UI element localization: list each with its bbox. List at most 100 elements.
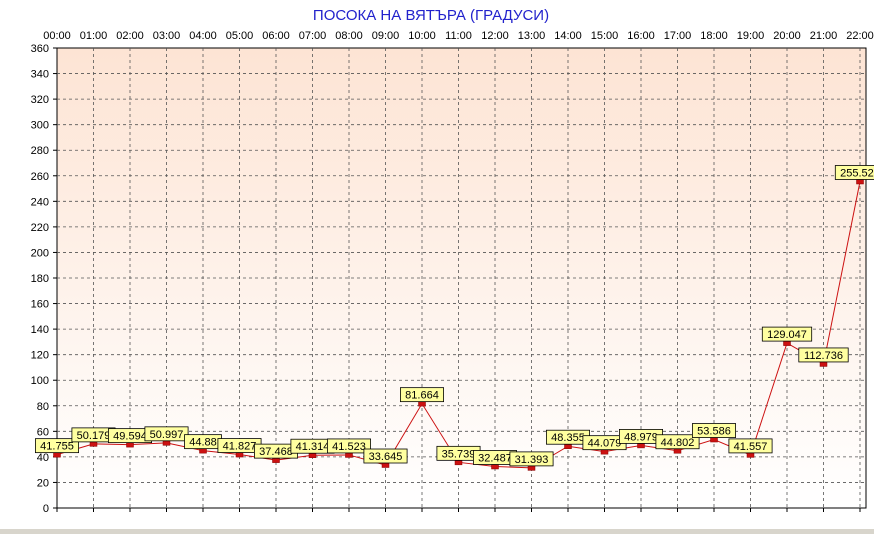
- data-label: 53.586: [692, 423, 737, 438]
- data-label-text: 44.802: [661, 437, 695, 449]
- x-tick-label: 08:00: [335, 30, 363, 42]
- y-tick-label: 0: [43, 503, 49, 515]
- data-label-text: 44.88: [189, 437, 217, 449]
- data-label-text: 37.468: [259, 446, 293, 458]
- data-label-text: 33.645: [369, 451, 403, 463]
- data-label-box: [728, 438, 773, 454]
- y-tick-label: 160: [31, 299, 49, 311]
- y-tick-label: 100: [31, 375, 49, 387]
- data-label-box: [655, 434, 700, 450]
- data-label: 41.523: [326, 438, 371, 454]
- y-tick-label: 80: [37, 401, 49, 413]
- data-label-text: 41.827: [223, 441, 257, 453]
- x-tick-label: 20:00: [773, 30, 801, 42]
- data-label-box: [363, 448, 408, 464]
- data-label-text: 81.664: [405, 390, 439, 402]
- data-label-box: [144, 426, 189, 442]
- data-label-text: 41.314: [296, 441, 330, 453]
- y-tick-label: 360: [31, 43, 49, 55]
- grid-lines: [57, 48, 866, 508]
- data-label-text: 53.586: [697, 426, 731, 438]
- x-tick-label: 22:00: [846, 30, 874, 42]
- data-label-box: [834, 165, 874, 180]
- data-label: 37.468: [253, 443, 298, 459]
- data-label-box: [692, 423, 737, 438]
- x-tick-label: 00:00: [43, 30, 71, 42]
- y-tick-label: 140: [31, 324, 49, 336]
- y-tick-label: 320: [31, 94, 49, 106]
- data-label: 41.314: [290, 438, 335, 454]
- data-label-text: 49.594: [113, 431, 147, 443]
- data-label: 112.736: [798, 347, 849, 363]
- y-tick-label: 20: [37, 477, 49, 489]
- data-label-box: [761, 326, 813, 342]
- data-label: 50.179: [71, 427, 116, 443]
- y-tick-label: 60: [37, 426, 49, 438]
- x-tick-label: 19:00: [737, 30, 765, 42]
- y-tick-label: 180: [31, 273, 49, 285]
- x-tick-label: 16:00: [627, 30, 655, 42]
- x-tick-label: 21:00: [810, 30, 838, 42]
- x-tick-label: 13:00: [518, 30, 546, 42]
- x-tick-label: 12:00: [481, 30, 509, 42]
- data-label: 41.827: [217, 438, 262, 453]
- y-tick-label: 120: [31, 350, 49, 362]
- data-label: 41.755: [35, 438, 80, 454]
- data-label-box: [509, 451, 554, 467]
- data-label-text: 41.557: [734, 441, 768, 453]
- data-label: 48.979: [619, 429, 664, 444]
- y-tick-label: 340: [31, 69, 49, 81]
- data-label: 129.047: [761, 326, 813, 342]
- data-label-box: [35, 438, 80, 454]
- data-label: 44.802: [655, 434, 700, 450]
- x-tick-label: 03:00: [153, 30, 181, 42]
- x-tick-label: 02:00: [116, 30, 144, 42]
- data-label-text: 112.736: [804, 350, 843, 362]
- data-label: 48.355: [546, 429, 591, 445]
- x-tick-label: 15:00: [591, 30, 619, 42]
- y-tick-label: 280: [31, 145, 49, 157]
- data-label-text: 48.979: [624, 431, 658, 443]
- x-tick-label: 14:00: [554, 30, 582, 42]
- data-label-text: 32.487: [478, 452, 512, 464]
- data-label-text: 41.755: [40, 441, 74, 453]
- data-label-text: 48.355: [551, 432, 585, 444]
- data-label-text: 31.393: [515, 454, 549, 466]
- data-label-box: [326, 438, 371, 454]
- data-label-text: 50.997: [150, 429, 184, 441]
- data-label-text: 129.047: [767, 329, 807, 341]
- axis-labels: 0 20 40 60 80 100 120 140 160 180 200 220 240 260 280 3…: [31, 30, 874, 515]
- y-tick-label: 260: [31, 171, 49, 183]
- data-label: 44.88: [184, 434, 222, 450]
- data-label-box: [798, 347, 849, 363]
- x-tick-label: 18:00: [700, 30, 728, 42]
- chart-title: ПОСОКА НА ВЯТЪРА (ГРАДУСИ): [313, 7, 549, 24]
- x-tick-label: 10:00: [408, 30, 436, 42]
- data-label: 33.645: [363, 448, 408, 464]
- x-tick-label: 07:00: [299, 30, 327, 42]
- data-label: 81.664: [399, 387, 444, 403]
- y-tick-label: 300: [31, 120, 49, 132]
- y-tick-label: 40: [37, 452, 49, 464]
- data-label: 32.487: [472, 450, 517, 465]
- x-tick-label: 09:00: [372, 30, 400, 42]
- data-label-text: 41.523: [332, 441, 366, 453]
- y-tick-label: 240: [31, 196, 49, 208]
- data-label: 31.393: [509, 451, 554, 467]
- x-tick-label: 04:00: [189, 30, 217, 42]
- x-tick-label: 06:00: [262, 30, 290, 42]
- x-tick-label: 17:00: [664, 30, 692, 42]
- x-tick-label: 01:00: [80, 30, 108, 42]
- data-label-text: 35.739: [442, 448, 476, 460]
- data-label-text: 255.523: [840, 167, 874, 179]
- data-label: 49.594: [108, 428, 153, 444]
- x-tick-label: 05:00: [226, 30, 254, 42]
- data-label: 50.997: [144, 426, 189, 442]
- data-label: 41.557: [728, 438, 773, 454]
- data-label: 35.739: [436, 445, 481, 461]
- data-label: 255.523: [834, 165, 874, 180]
- x-tick-label: 11:00: [445, 30, 472, 42]
- y-tick-label: 200: [31, 247, 49, 259]
